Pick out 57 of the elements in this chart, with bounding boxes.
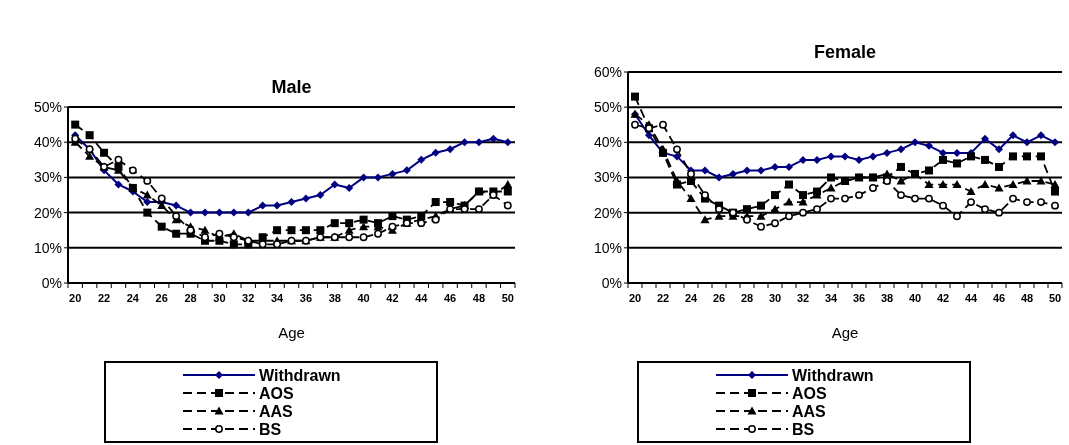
x-tick-label: 32: [796, 292, 810, 304]
legend-label: AOS: [259, 384, 294, 402]
y-tick-label: 0%: [601, 274, 622, 291]
y-tick-label: 20%: [593, 204, 622, 221]
x-tick-label: 38: [880, 292, 894, 304]
y-tick-label: 50%: [593, 99, 622, 116]
x-tick-label: 38: [328, 292, 341, 304]
x-tick-label: 42: [386, 292, 399, 304]
legend-label: AAS: [792, 402, 827, 420]
legend-label: BS: [792, 420, 815, 438]
x-tick-label: 22: [97, 292, 111, 304]
y-tick-label: 30%: [593, 169, 622, 186]
x-tick-label: 24: [684, 292, 698, 304]
x-tick-label: 46: [443, 292, 457, 304]
legend-label: AOS: [792, 384, 827, 402]
x-tick-label: 20: [628, 292, 642, 304]
y-tick-label: 60%: [593, 63, 622, 80]
x-tick-label: 26: [712, 292, 726, 304]
chart-title: Female: [813, 42, 877, 62]
x-tick-label: 36: [299, 292, 313, 304]
x-axis-title: Age: [831, 324, 859, 341]
x-tick-label: 30: [768, 292, 782, 304]
x-tick-label: 26: [155, 292, 168, 304]
x-tick-label: 34: [824, 292, 838, 304]
x-tick-label: 36: [852, 292, 866, 304]
x-tick-label: 50: [1048, 292, 1062, 304]
x-tick-label: 40: [908, 292, 922, 304]
chart-title: Male: [271, 77, 312, 97]
x-tick-label: 22: [656, 292, 670, 304]
legend-label: Withdrawn: [259, 366, 341, 384]
x-tick-label: 50: [501, 292, 514, 304]
legend-label: Withdrawn: [792, 366, 874, 384]
x-tick-label: 48: [1020, 292, 1034, 304]
legend-label: AAS: [259, 402, 294, 420]
x-tick-label: 20: [69, 292, 82, 304]
x-tick-label: 44: [964, 292, 978, 304]
x-axis-title: Age: [278, 324, 305, 341]
y-tick-label: 30%: [33, 169, 62, 186]
x-tick-label: 28: [740, 292, 754, 304]
x-tick-label: 30: [213, 292, 226, 304]
x-tick-label: 24: [126, 292, 140, 304]
x-tick-label: 44: [415, 292, 429, 304]
y-tick-label: 50%: [33, 98, 62, 115]
x-tick-label: 40: [357, 292, 370, 304]
x-tick-label: 32: [242, 292, 255, 304]
legend-label: BS: [259, 420, 282, 438]
y-tick-label: 10%: [593, 239, 622, 256]
x-tick-label: 46: [992, 292, 1006, 304]
y-tick-label: 40%: [593, 134, 622, 151]
x-tick-label: 48: [472, 292, 486, 304]
y-tick-label: 40%: [33, 134, 62, 151]
x-tick-label: 42: [936, 292, 950, 304]
y-tick-label: 20%: [33, 204, 62, 221]
x-tick-label: 28: [184, 292, 197, 304]
x-tick-label: 34: [270, 292, 285, 304]
y-tick-label: 0%: [41, 274, 62, 291]
y-tick-label: 10%: [33, 239, 62, 256]
